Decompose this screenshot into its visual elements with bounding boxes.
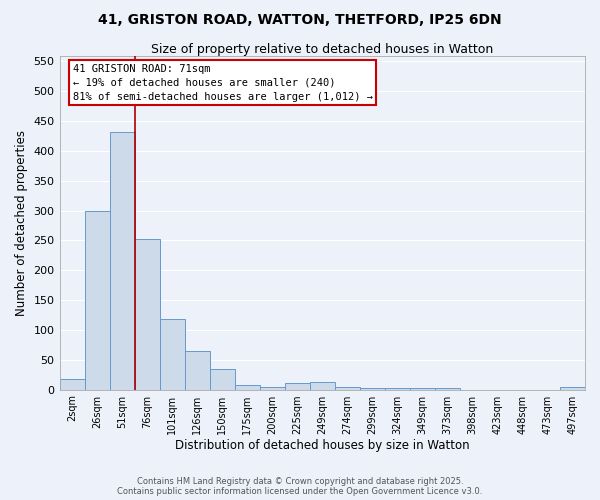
Bar <box>209 368 235 390</box>
Bar <box>59 379 85 390</box>
Bar <box>310 382 335 390</box>
Bar <box>235 385 260 390</box>
Bar <box>410 388 435 390</box>
Y-axis label: Number of detached properties: Number of detached properties <box>15 130 28 316</box>
Bar <box>560 386 585 390</box>
Title: Size of property relative to detached houses in Watton: Size of property relative to detached ho… <box>151 42 493 56</box>
Bar <box>360 388 385 390</box>
Bar <box>134 238 160 390</box>
Bar <box>110 132 134 390</box>
Text: Contains HM Land Registry data © Crown copyright and database right 2025.
Contai: Contains HM Land Registry data © Crown c… <box>118 476 482 496</box>
Text: 41, GRISTON ROAD, WATTON, THETFORD, IP25 6DN: 41, GRISTON ROAD, WATTON, THETFORD, IP25… <box>98 12 502 26</box>
Bar <box>185 352 209 390</box>
Bar <box>385 388 410 390</box>
Bar <box>435 388 460 390</box>
Text: 41 GRISTON ROAD: 71sqm
← 19% of detached houses are smaller (240)
81% of semi-de: 41 GRISTON ROAD: 71sqm ← 19% of detached… <box>73 64 373 102</box>
Bar <box>160 319 185 390</box>
Bar <box>85 210 110 390</box>
X-axis label: Distribution of detached houses by size in Watton: Distribution of detached houses by size … <box>175 440 470 452</box>
Bar <box>260 386 285 390</box>
Bar <box>335 386 360 390</box>
Bar <box>285 383 310 390</box>
